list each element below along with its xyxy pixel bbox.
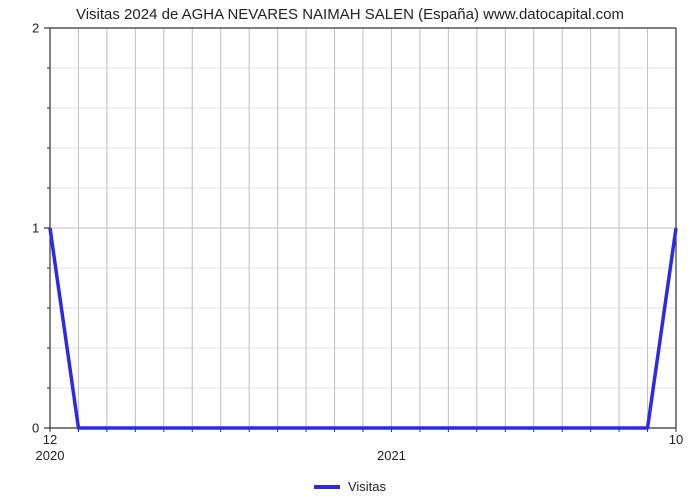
x-year-label: 2020 bbox=[36, 448, 65, 463]
legend: Visitas bbox=[0, 479, 700, 494]
legend-swatch bbox=[314, 485, 340, 489]
y-tick-label: 0 bbox=[32, 421, 39, 436]
plot-area bbox=[50, 28, 676, 428]
legend-label: Visitas bbox=[348, 479, 386, 494]
y-tick-label: 2 bbox=[32, 21, 39, 36]
chart-title: Visitas 2024 de AGHA NEVARES NAIMAH SALE… bbox=[0, 6, 700, 23]
x-year-label: 2021 bbox=[377, 448, 406, 463]
chart-svg bbox=[50, 28, 676, 428]
x-tick-label: 12 bbox=[43, 432, 57, 447]
y-tick-label: 1 bbox=[32, 221, 39, 236]
x-tick-label: 10 bbox=[669, 432, 683, 447]
